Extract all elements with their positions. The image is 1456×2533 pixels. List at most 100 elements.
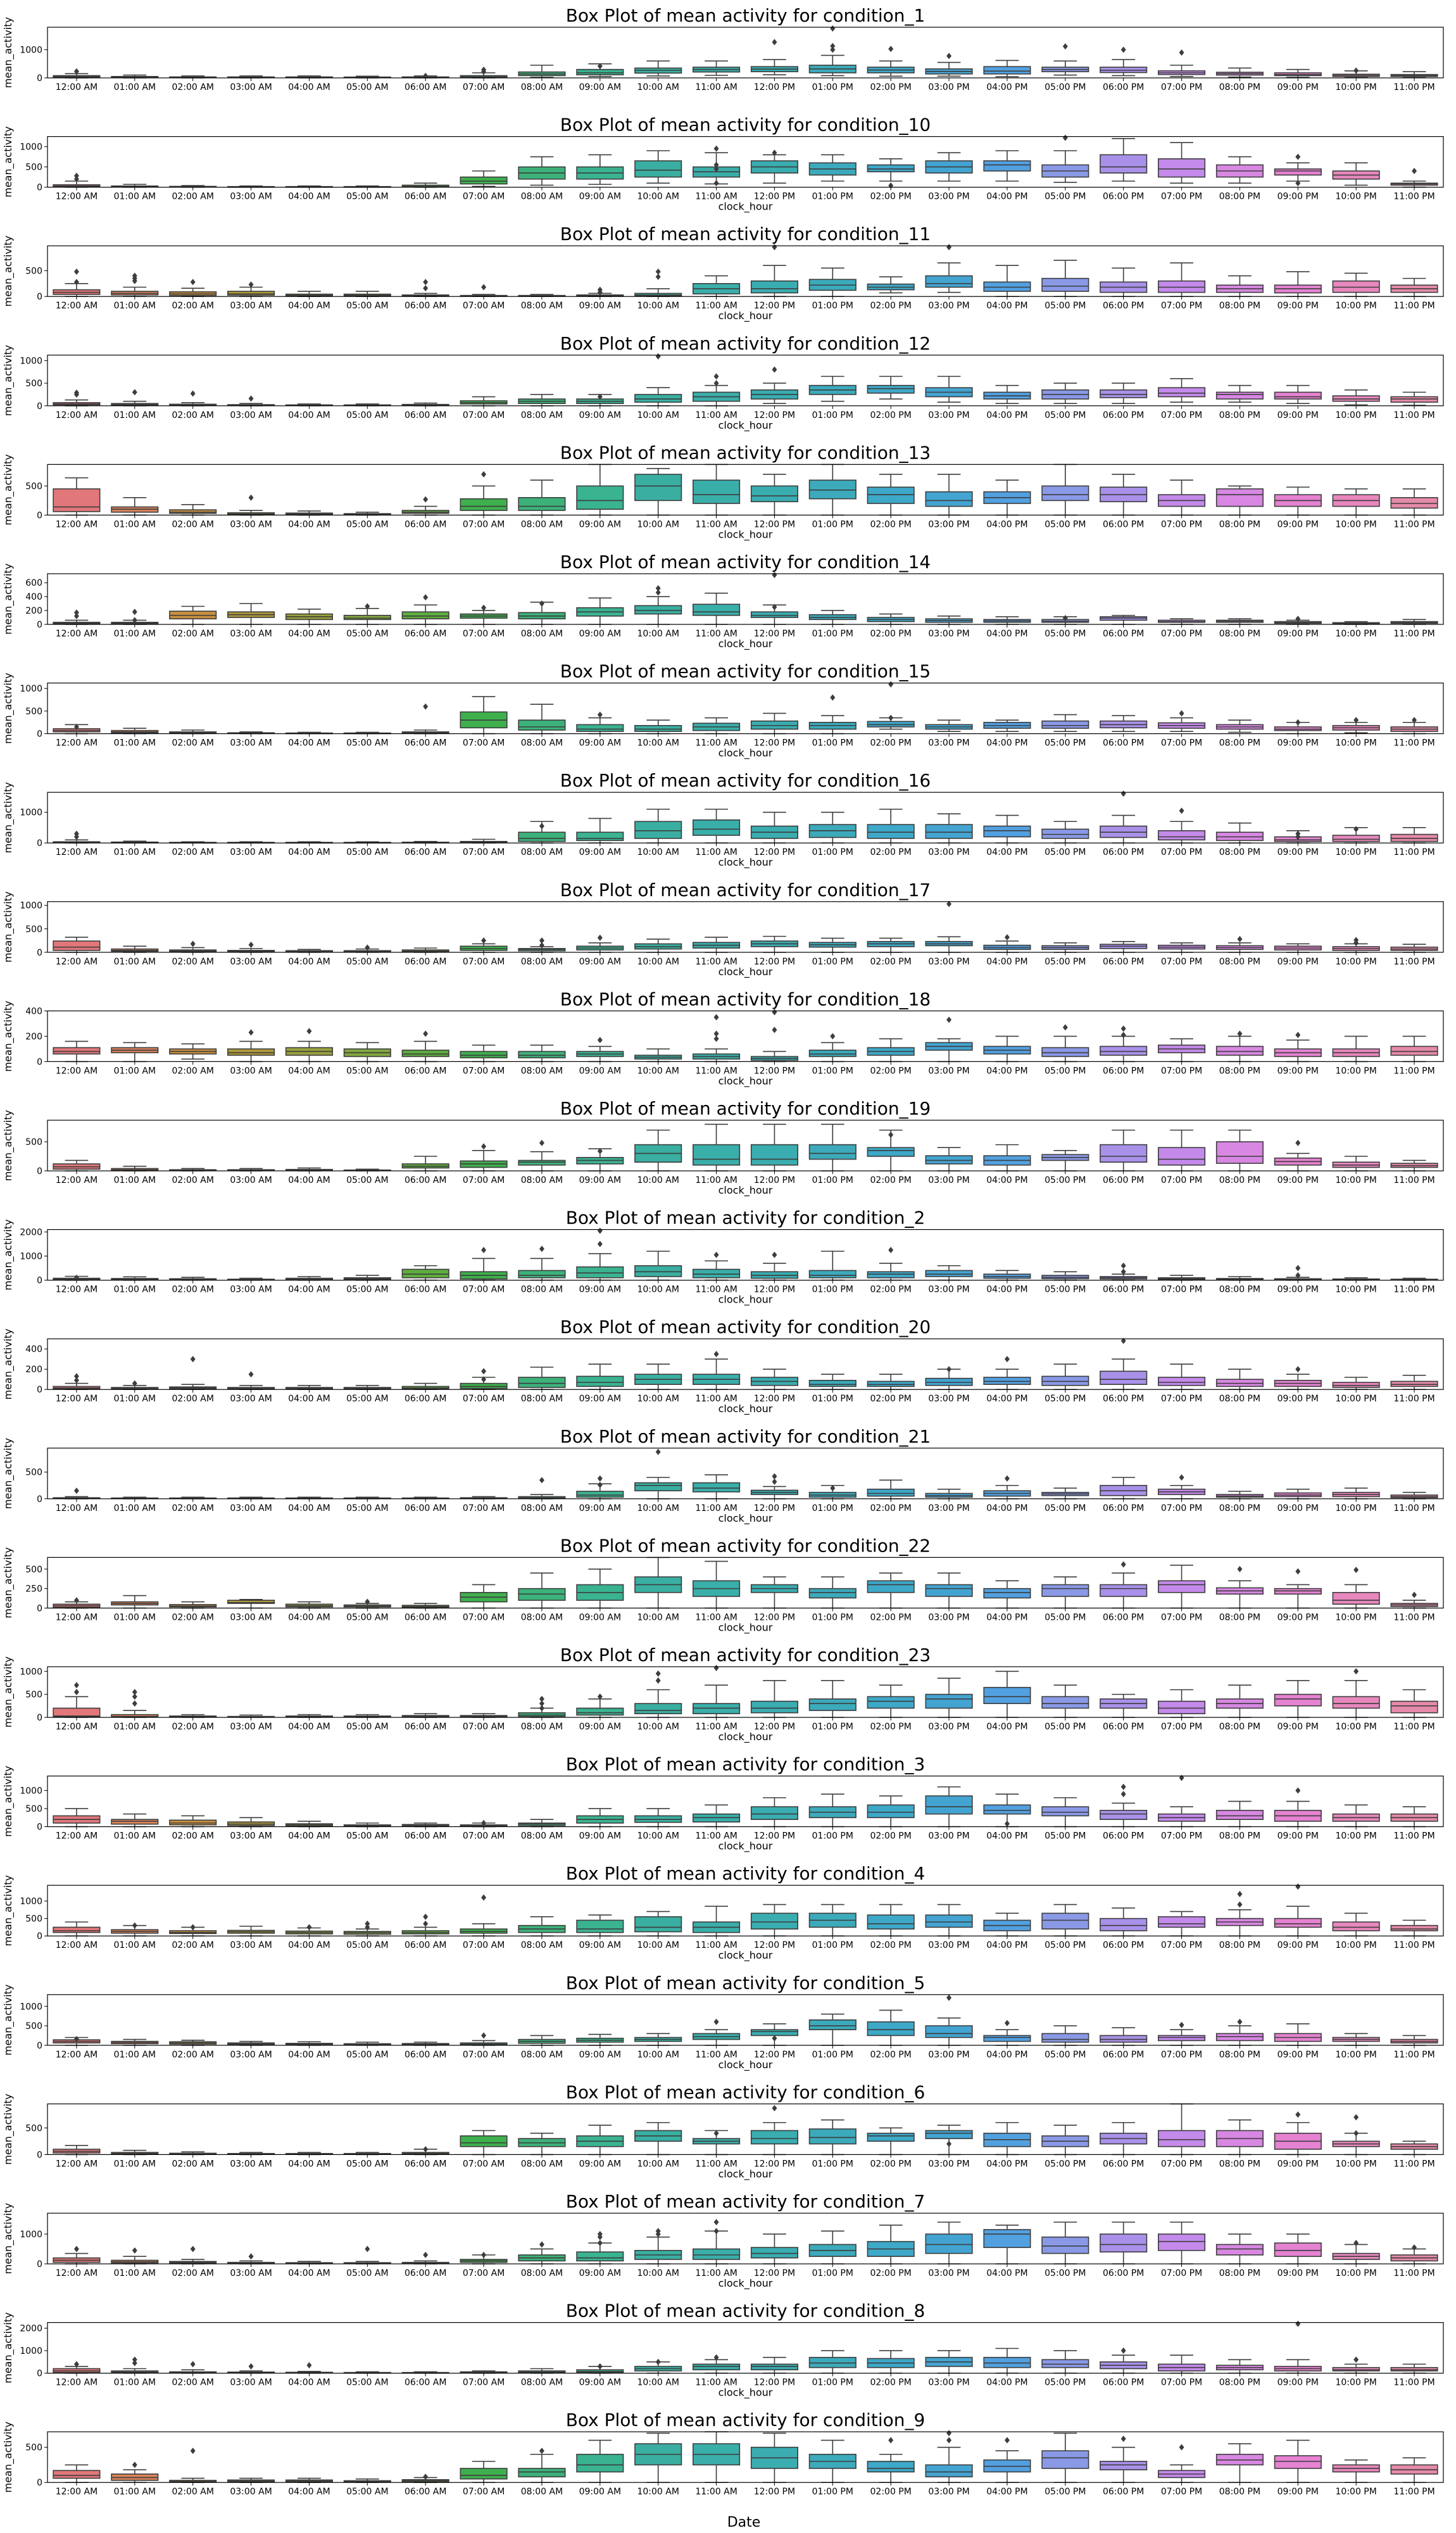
axes-frame — [47, 1994, 1444, 2046]
box — [693, 2248, 741, 2260]
y-tick-label: 200 — [25, 1032, 42, 1042]
box — [576, 1266, 624, 1279]
axes-frame — [47, 792, 1444, 843]
subplot: Box Plot of mean activity for condition_… — [2, 442, 1444, 541]
x-tick-label: 09:00 PM — [1277, 629, 1319, 639]
x-axis-label: clock_hour — [719, 1621, 773, 1634]
box — [1332, 1696, 1380, 1709]
box — [867, 2021, 915, 2037]
x-tick-label: 05:00 PM — [1045, 2378, 1086, 2388]
outlier-point — [1120, 1032, 1126, 1039]
x-tick-label: 11:00 AM — [695, 738, 737, 749]
x-tick-label: 08:00 PM — [1219, 410, 1260, 420]
x-tick-label: 07:00 AM — [463, 2050, 505, 2060]
outlier-point — [481, 1246, 487, 1253]
x-tick-label: 01:00 AM — [114, 301, 156, 311]
outlier-point — [713, 2228, 719, 2235]
x-tick-label: 01:00 PM — [812, 2378, 853, 2388]
y-tick-label: 500 — [25, 1565, 42, 1575]
outlier-point — [248, 494, 254, 501]
subplot: Box Plot of mean activity for condition_… — [2, 333, 1444, 432]
outlier-point — [481, 1368, 487, 1375]
x-tick-label: 07:00 AM — [463, 192, 505, 202]
subplot: Box Plot of mean activity for condition_… — [2, 1754, 1444, 1853]
x-tick-label: 09:00 PM — [1277, 1722, 1319, 1732]
x-tick-label: 09:00 PM — [1277, 847, 1319, 857]
x-tick-label: 07:00 PM — [1161, 1066, 1202, 1076]
x-tick-label: 02:00 AM — [172, 1503, 213, 1513]
x-tick-label: 02:00 AM — [172, 738, 213, 749]
x-tick-label: 04:00 AM — [288, 2050, 330, 2060]
x-tick-label: 09:00 PM — [1277, 82, 1319, 92]
outlier-point — [73, 1597, 79, 1604]
box — [1100, 1810, 1148, 1820]
x-tick-label: 11:00 AM — [695, 1940, 737, 1950]
x-tick-label: 12:00 AM — [56, 2159, 97, 2169]
box — [576, 1707, 624, 1716]
subplot-title: Box Plot of mean activity for condition_… — [566, 2301, 926, 2321]
x-tick-label: 07:00 PM — [1161, 1285, 1202, 1295]
y-tick-label: 0 — [37, 620, 42, 630]
outlier-point — [481, 937, 487, 944]
y-tick-label: 1000 — [20, 142, 42, 153]
y-tick-label: 2000 — [20, 1227, 42, 1237]
x-tick-label: 10:00 PM — [1336, 301, 1377, 311]
outlier-point — [1120, 1025, 1126, 1032]
box — [1100, 1584, 1148, 1597]
x-tick-label: 11:00 AM — [695, 1503, 737, 1513]
outlier-point — [1353, 2240, 1359, 2247]
x-tick-label: 02:00 PM — [870, 738, 912, 749]
x-tick-label: 04:00 AM — [288, 1066, 330, 1076]
outlier-point — [73, 1682, 79, 1689]
x-tick-label: 10:00 PM — [1336, 629, 1377, 639]
x-tick-label: 08:00 PM — [1219, 301, 1260, 311]
box — [53, 1047, 101, 1055]
outlier-point — [1237, 1901, 1243, 1908]
subplot-title: Box Plot of mean activity for condition_… — [560, 333, 931, 354]
box — [53, 2470, 101, 2479]
outlier-point — [1004, 2437, 1010, 2444]
x-tick-label: 12:00 AM — [56, 629, 97, 639]
x-tick-label: 04:00 AM — [288, 2268, 330, 2278]
x-tick-label: 07:00 AM — [463, 1503, 505, 1513]
x-tick-label: 08:00 AM — [521, 1940, 563, 1950]
x-tick-label: 10:00 AM — [637, 1394, 679, 1404]
outlier-point — [306, 1924, 312, 1931]
subplot: Box Plot of mean activity for condition_… — [2, 115, 1444, 213]
x-tick-label: 12:00 PM — [754, 1175, 795, 1185]
y-axis-label: mean_activity — [2, 1985, 15, 2056]
box — [401, 611, 449, 620]
x-tick-label: 12:00 PM — [754, 629, 795, 639]
outlier-point — [1353, 1668, 1359, 1675]
x-tick-label: 12:00 PM — [754, 2378, 795, 2388]
outlier-point — [597, 63, 603, 70]
x-tick-label: 01:00 AM — [114, 957, 156, 967]
box — [576, 2251, 624, 2262]
x-tick-label: 09:00 PM — [1277, 2487, 1319, 2497]
x-tick-label: 12:00 PM — [754, 847, 795, 857]
x-tick-label: 07:00 AM — [463, 847, 505, 857]
outlier-point — [1412, 1591, 1417, 1598]
y-tick-label: 400 — [25, 1344, 42, 1355]
outlier-point — [1295, 1787, 1301, 1794]
outlier-point — [73, 723, 79, 730]
x-tick-label: 07:00 PM — [1161, 192, 1202, 202]
x-tick-label: 10:00 AM — [637, 1066, 679, 1076]
x-tick-label: 05:00 AM — [346, 1394, 388, 1404]
outlier-point — [132, 1693, 137, 1700]
x-tick-label: 08:00 PM — [1219, 2487, 1260, 2497]
outlier-point — [539, 1477, 544, 1484]
y-tick-label: 500 — [25, 379, 42, 389]
y-axis-label: mean_activity — [2, 2422, 15, 2492]
outlier-point — [132, 1700, 137, 1707]
x-tick-label: 11:00 AM — [695, 1831, 737, 1841]
box — [983, 1588, 1031, 1599]
outlier-point — [132, 609, 137, 616]
outlier-point — [830, 694, 836, 701]
x-tick-label: 09:00 AM — [579, 1612, 621, 1622]
y-axis-label: mean_activity — [2, 782, 15, 853]
subplot-title: Box Plot of mean activity for condition_… — [560, 224, 931, 244]
box — [808, 1144, 857, 1160]
y-tick-label: 0 — [37, 1276, 42, 1286]
outlier-point — [73, 68, 79, 75]
